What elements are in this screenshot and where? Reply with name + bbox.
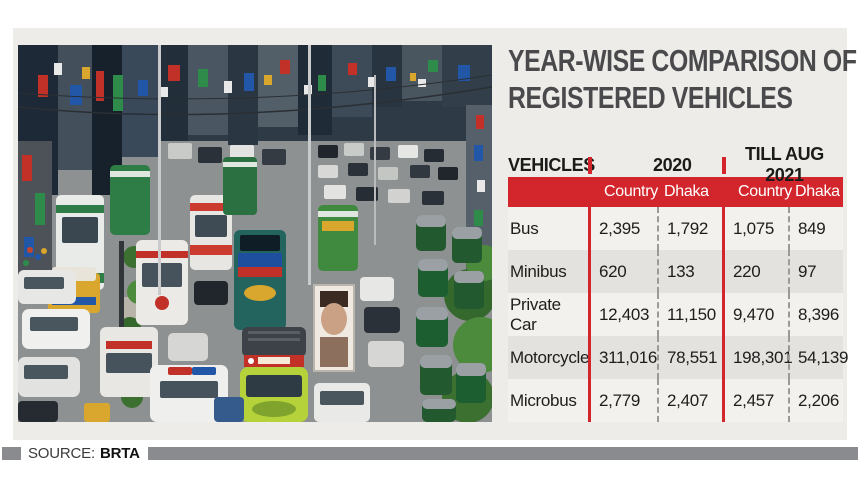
table-subheader-band: Country Dhaka Country Dhaka <box>508 177 843 207</box>
source-right-bar <box>147 446 858 460</box>
photo-light-poles <box>158 45 376 295</box>
year-2021-header: TILL AUG 2021 <box>722 144 843 186</box>
source-label: SOURCE: <box>28 444 95 462</box>
panel: YEAR-WISE COMPARISON OF REGISTERED VEHIC… <box>13 28 857 440</box>
table-row-private-car: Private Car 12,403 11,150 9,470 8,396 <box>508 293 843 336</box>
title-line-1: YEAR-WISE COMPARISON OF <box>508 43 857 78</box>
vehicles-header: VEHICLES <box>508 154 595 175</box>
source-value: BRTA <box>99 444 140 462</box>
photo-vehicles <box>18 157 486 422</box>
table-body: Bus 2,395 1,792 1,075 849 Minibus 620 13… <box>508 207 849 422</box>
table-section: YEAR-WISE COMPARISON OF REGISTERED VEHIC… <box>508 28 857 440</box>
red-divider-icon <box>588 156 592 174</box>
source-row: SOURCE: BRTA <box>0 444 860 462</box>
table-row-motorcycle: Motorcycle 311,016 78,551 198,301 54,139 <box>508 336 849 379</box>
traffic-photo <box>18 45 492 422</box>
subheader-2021-country: Country <box>738 183 792 200</box>
photo-distant-traffic <box>168 143 458 205</box>
subheader-2020-country: Country <box>604 183 658 200</box>
title-line-2: REGISTERED VEHICLES <box>508 80 793 115</box>
photo-buildings <box>18 45 492 305</box>
source-left-bar <box>2 446 21 460</box>
year-2020-header: 2020 <box>588 155 722 176</box>
table-row-minibus: Minibus 620 133 220 97 <box>508 250 843 293</box>
page-title: YEAR-WISE COMPARISON OF REGISTERED VEHIC… <box>508 42 857 116</box>
subheader-2020-dhaka: Dhaka <box>664 183 709 200</box>
table-row-microbus: Microbus 2,779 2,407 2,457 2,206 <box>508 379 843 422</box>
table-group-header: VEHICLES 2020 TILL AUG 2021 <box>508 144 843 185</box>
subheader-2021-dhaka: Dhaka <box>795 183 840 200</box>
table-row-bus: Bus 2,395 1,792 1,075 849 <box>508 207 843 250</box>
red-divider-icon <box>722 156 726 174</box>
